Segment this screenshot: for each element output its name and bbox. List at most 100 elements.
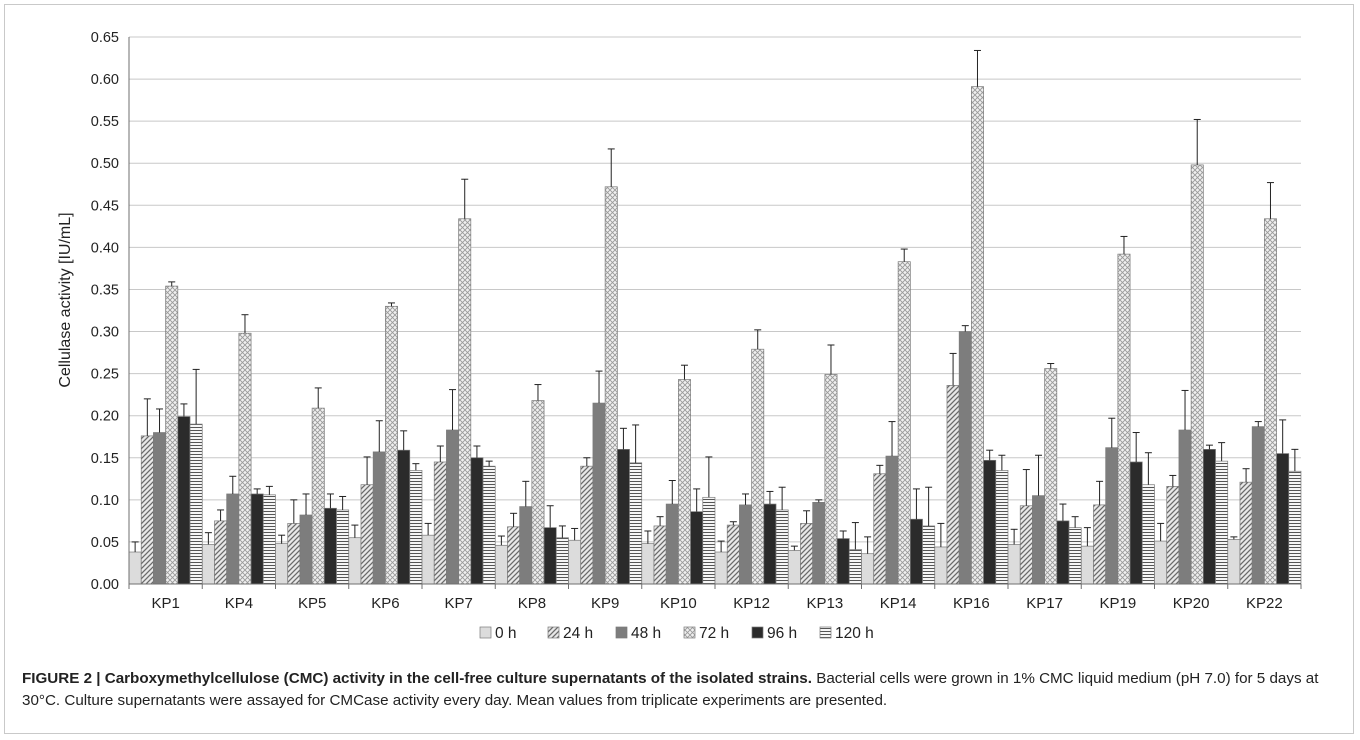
bar-diag — [800, 523, 814, 585]
bar-light — [201, 544, 215, 585]
x-tick-label: KP4 — [225, 595, 253, 612]
x-tick-label: KP8 — [518, 595, 546, 612]
x-tick-label: KP16 — [953, 595, 990, 612]
x-tick-label: KP19 — [1100, 595, 1137, 612]
bar-gray — [812, 502, 826, 585]
bar-cross — [458, 218, 472, 585]
bar-gray — [739, 504, 752, 585]
bar-gray — [592, 402, 606, 585]
bar-cross — [1190, 164, 1204, 585]
bar-horiz — [1141, 484, 1155, 585]
bar-diag — [214, 520, 228, 585]
bar-diag — [433, 461, 447, 585]
bar-gray — [1178, 429, 1192, 585]
bar-cross — [165, 285, 179, 585]
bar-light — [787, 549, 801, 585]
axes: 0.00 0.05 0.10 0.15 0.20 0.25 0.30 0.35 0.40 0.45… — [91, 30, 1302, 612]
bar-horiz — [922, 525, 936, 585]
legend-swatch — [819, 626, 832, 639]
bar-light — [275, 543, 289, 585]
legend-swatch — [547, 626, 560, 639]
bar-diag — [946, 385, 960, 585]
bar-horiz — [262, 494, 276, 585]
bar-cross — [751, 348, 765, 585]
bar-diag — [580, 465, 594, 585]
bar-diag — [653, 525, 667, 585]
x-tick-label: KP20 — [1173, 595, 1210, 612]
x-tick-label: KP13 — [807, 595, 844, 612]
bar-diag — [726, 524, 740, 585]
bar-horiz — [1068, 527, 1082, 585]
bar-cross — [678, 379, 691, 585]
bar-gray — [958, 331, 972, 585]
y-tick-label: 0.30 — [91, 325, 119, 341]
bar-horiz — [775, 509, 789, 585]
bar-light — [1227, 539, 1241, 585]
bar-horiz — [1288, 470, 1302, 585]
y-tick-label: 0.45 — [91, 198, 119, 214]
bar-dark — [1129, 461, 1143, 585]
x-tick-label: KP10 — [660, 595, 697, 612]
y-tick-label: 0.65 — [91, 30, 119, 46]
y-tick-label: 0.00 — [91, 577, 119, 593]
bar-horiz — [189, 423, 203, 585]
bar-cross — [971, 86, 984, 585]
bar-dark — [909, 518, 923, 585]
bar-diag — [1093, 504, 1107, 585]
bar-horiz — [848, 549, 862, 585]
bar-light — [1080, 545, 1094, 585]
bar-cross — [238, 332, 252, 585]
bar-gray — [372, 451, 386, 585]
bar-light — [714, 551, 728, 585]
bar-dark — [1056, 520, 1070, 585]
bar-gray — [1032, 495, 1045, 585]
bar-light — [348, 537, 362, 585]
bars — [128, 49, 1302, 585]
bar-cross — [531, 400, 545, 585]
legend: 0 h 24 h 48 h 72 h 96 h 120 h — [479, 625, 874, 642]
bar-horiz — [1215, 460, 1229, 585]
legend-swatch — [479, 626, 492, 639]
legend-label: 120 h — [835, 625, 874, 642]
bar-diag — [873, 473, 887, 585]
bar-gray — [226, 493, 240, 585]
y-tick-label: 0.35 — [91, 282, 119, 298]
bar-dark — [983, 459, 997, 585]
y-tick-label: 0.60 — [91, 72, 119, 88]
bar-horiz — [995, 470, 1009, 585]
figure-frame — [4, 4, 1354, 734]
bar-dark — [470, 457, 484, 585]
bar-dark — [690, 511, 704, 585]
caption-title: FIGURE 2 | Carboxymethylcellulose (CMC) … — [22, 670, 812, 687]
legend-label: 48 h — [631, 625, 661, 642]
bar-light — [934, 546, 948, 585]
bar-dark — [323, 507, 337, 585]
bar-diag — [360, 484, 374, 585]
bar-dark — [836, 538, 850, 585]
bar-dark — [763, 503, 777, 585]
y-tick-label: 0.10 — [91, 493, 119, 509]
x-tick-label: KP12 — [733, 595, 770, 612]
bar-gray — [1251, 426, 1265, 585]
bar-diag — [287, 523, 301, 585]
bar-cross — [385, 305, 398, 585]
x-tick-label: KP17 — [1026, 595, 1063, 612]
legend-label: 0 h — [495, 625, 517, 642]
bar-dark — [177, 416, 191, 585]
bar-dark — [1202, 449, 1216, 585]
bar-diag — [1239, 481, 1253, 585]
x-tick-label: KP22 — [1246, 595, 1283, 612]
bar-cross — [604, 186, 618, 585]
bar-horiz — [555, 537, 569, 585]
y-tick-label: 0.05 — [91, 535, 119, 551]
bar-gray — [153, 432, 166, 585]
x-tick-label: KP1 — [151, 595, 179, 612]
bar-light — [568, 539, 582, 585]
bar-light — [861, 553, 875, 585]
x-tick-label: KP14 — [880, 595, 917, 612]
bar-horiz — [702, 496, 716, 585]
bar-horiz — [336, 509, 350, 585]
bar-diag — [507, 526, 521, 585]
x-tick-label: KP9 — [591, 595, 619, 612]
bar-dark — [543, 527, 557, 585]
